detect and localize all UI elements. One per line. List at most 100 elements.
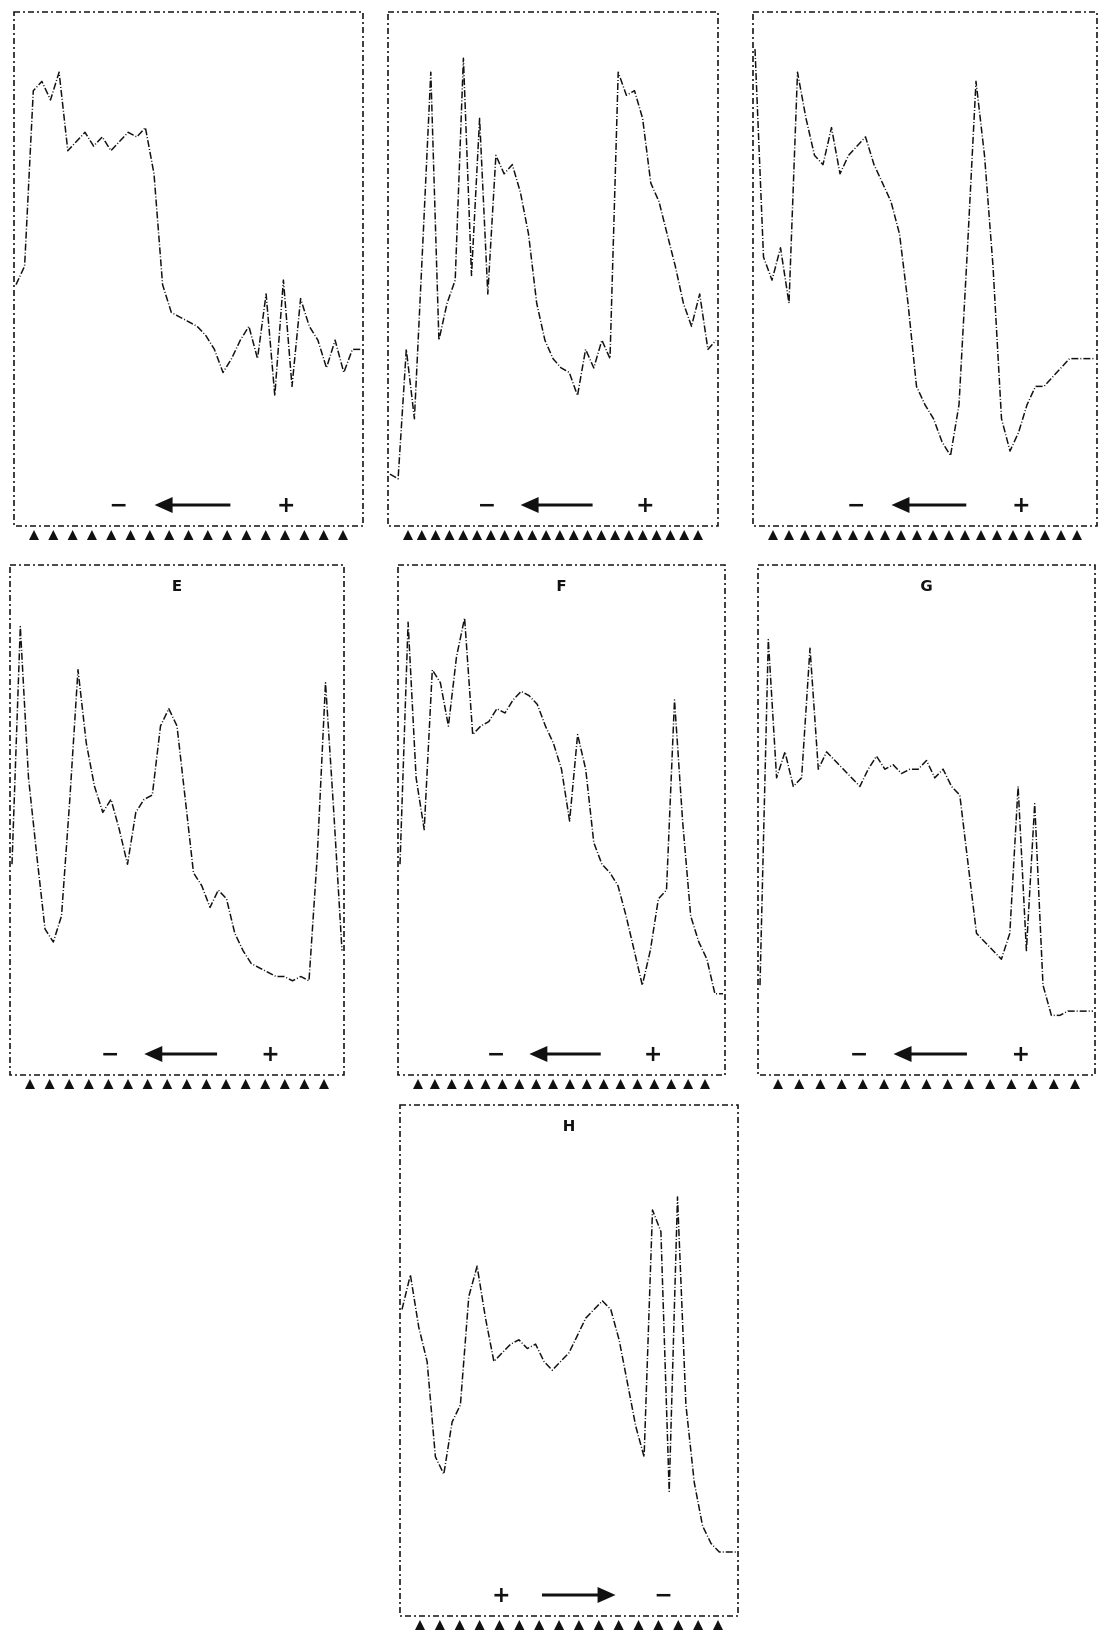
peak-marker-icon [497,1079,508,1089]
panel-frame [752,11,1098,527]
peak-marker-icon [773,1079,783,1089]
arrow-head-icon [893,1046,912,1062]
peak-marker-icon [123,1079,133,1089]
peak-marker-icon [241,530,252,540]
left-polarity-sign: − [847,493,865,518]
peak-marker-icon [985,1079,996,1089]
peak-marker-icon [463,1079,474,1089]
peak-marker-icon [416,530,427,540]
peak-marker-icon [1070,1079,1080,1089]
peak-marker-icon [857,1079,868,1089]
right-polarity-sign: + [261,1042,279,1067]
peak-marker-icon [836,1079,847,1089]
panel-3: − + [752,11,1098,540]
peak-marker-icon [142,1079,153,1089]
peak-marker-icon [1072,530,1082,540]
peak-marker-icon [564,1079,575,1089]
peak-marker-icon [613,1620,624,1630]
peak-marker-icon [632,1079,643,1089]
peak-marker-icon [1048,1079,1059,1089]
peak-marker-icon [942,1079,953,1089]
peak-marker-icon [596,530,607,540]
peak-marker-icon [454,1620,465,1630]
peak-marker-icon [633,1620,644,1630]
panel-frame [757,564,1096,1076]
panel-1: − + [13,11,364,540]
peak-marker-icon [1006,1079,1017,1089]
peak-marker-icon [554,1620,565,1630]
peak-marker-icon [651,530,662,540]
right-polarity-sign: + [277,493,295,518]
peak-marker-icon [202,530,213,540]
peak-marker-icon [568,530,579,540]
peak-marker-icon [472,530,483,540]
peak-marker-icon [201,1079,212,1089]
peak-marker-icon [582,530,593,540]
peak-marker-icon [458,530,469,540]
peak-marker-icon [444,530,455,540]
peak-marker-icon [1008,530,1018,540]
peak-marker-icon [800,530,810,540]
peak-marker-icon [221,1079,231,1089]
peak-marker-icon [64,1079,75,1089]
arrow-head-icon [529,1046,548,1062]
peak-marker-icon [693,530,703,540]
trace-line [754,49,1095,457]
peak-marker-icon [649,1079,660,1089]
peak-marker-icon [485,530,496,540]
peak-marker-icon [593,1620,604,1630]
arrow-head-icon [144,1046,163,1062]
peak-marker-icon [260,1079,271,1089]
peak-marker-icon [44,1079,55,1089]
peak-marker-icon [29,530,39,540]
peak-marker-icon [880,530,890,540]
peak-marker-icon [944,530,954,540]
peak-marker-icon [700,1079,710,1089]
panel-7: H + − [399,1104,739,1630]
peak-marker-icon [1024,530,1034,540]
peak-marker-icon [963,1079,974,1089]
peak-marker-icon [665,530,676,540]
right-polarity-sign: + [1012,493,1030,518]
peak-marker-icon [794,1079,805,1089]
peak-marker-icon [474,1620,485,1630]
peak-marker-icon [514,1079,525,1089]
peak-marker-icon [67,530,78,540]
peak-marker-icon [125,530,136,540]
peak-marker-icon [83,1079,94,1089]
peak-marker-icon [430,530,441,540]
peak-marker-icon [222,530,233,540]
peak-marker-icon [976,530,986,540]
right-polarity-sign: + [1012,1042,1030,1067]
left-polarity-sign: − [487,1042,505,1067]
peak-marker-icon [598,1079,609,1089]
peak-marker-icon [299,530,310,540]
peak-marker-icon [992,530,1002,540]
panel-frame [397,564,726,1076]
peak-marker-icon [299,1079,310,1089]
peak-marker-icon [514,1620,525,1630]
panel-6: G − + [757,564,1096,1089]
left-polarity-sign: + [492,1583,510,1608]
peak-marker-icon [25,1079,35,1089]
peak-marker-icon [610,530,621,540]
peak-marker-icon [816,530,826,540]
peak-marker-icon [280,530,291,540]
left-polarity-sign: − [101,1042,119,1067]
trace-line [401,1196,736,1553]
peak-marker-icon [928,530,938,540]
panel-frame [387,11,719,527]
peak-marker-icon [144,530,155,540]
right-polarity-sign: + [644,1042,662,1067]
peak-marker-icon [541,530,552,540]
peak-marker-icon [912,530,922,540]
peak-marker-icon [615,1079,626,1089]
peak-marker-icon [864,530,874,540]
peak-marker-icon [48,530,59,540]
peak-marker-icon [480,1079,491,1089]
panel-frame [399,1104,739,1617]
peak-marker-icon [623,530,634,540]
right-polarity-sign: + [636,493,654,518]
peak-marker-icon [673,1620,684,1630]
